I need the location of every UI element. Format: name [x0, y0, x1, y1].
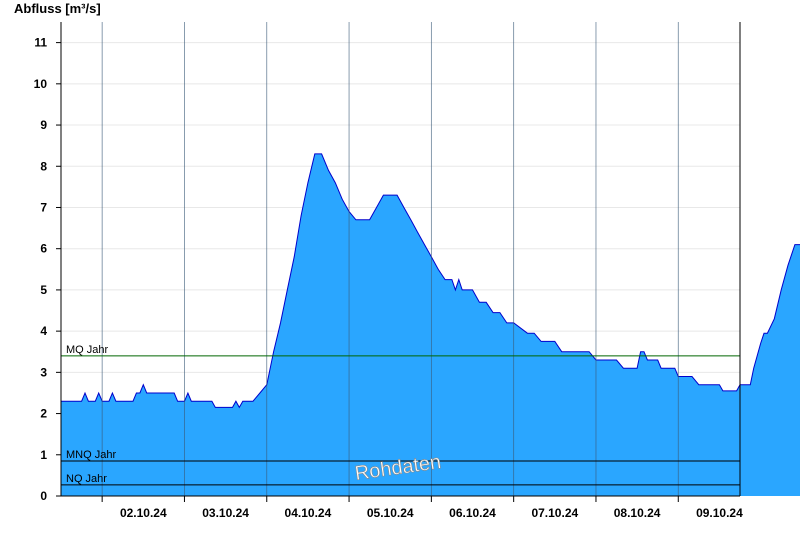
day-separators	[101, 22, 679, 496]
y-tick-label-10: 10	[34, 77, 48, 91]
data-area	[61, 153, 800, 496]
y-tick-label-2: 2	[40, 407, 47, 421]
y-ticks: 0 1 2 3 4 5 6 7 8 9 10 11	[34, 36, 61, 503]
axes	[60, 22, 741, 497]
x-tick-label-5: 07.10.24	[531, 506, 578, 520]
reference-lines: MQ Jahr MNQ Jahr NQ Jahr	[61, 344, 740, 486]
ref-label-2: NQ Jahr	[66, 473, 107, 485]
y-tick-label-9: 9	[40, 118, 47, 132]
y-tick-label-1: 1	[40, 448, 47, 462]
x-tick-label-3: 05.10.24	[367, 506, 414, 520]
y-tick-label-7: 7	[40, 200, 47, 214]
ref-label-1: MNQ Jahr	[66, 449, 116, 461]
x-tick-label-1: 03.10.24	[202, 506, 249, 520]
x-ticks: 02.10.24 03.10.24 04.10.24 05.10.24 06.10.24…	[101, 496, 743, 520]
y-tick-label-11: 11	[34, 36, 47, 50]
y-tick-label-4: 4	[40, 324, 47, 338]
x-tick-label-4: 06.10.24	[449, 506, 496, 520]
y-tick-label-8: 8	[40, 159, 47, 173]
x-tick-label-6: 08.10.24	[614, 506, 661, 520]
y-tick-label-5: 5	[40, 283, 47, 297]
area-fill	[61, 153, 800, 496]
x-tick-label-2: 04.10.24	[285, 506, 332, 520]
ref-label-0: MQ Jahr	[66, 344, 109, 356]
x-tick-label-7: 09.10.24	[696, 506, 743, 520]
y-tick-label-6: 6	[40, 242, 47, 256]
y-tick-label-3: 3	[40, 365, 47, 379]
y-axis-title: Abfluss [m³/s]	[14, 1, 101, 16]
x-tick-label-0: 02.10.24	[120, 506, 167, 520]
y-tick-label-0: 0	[40, 489, 47, 503]
